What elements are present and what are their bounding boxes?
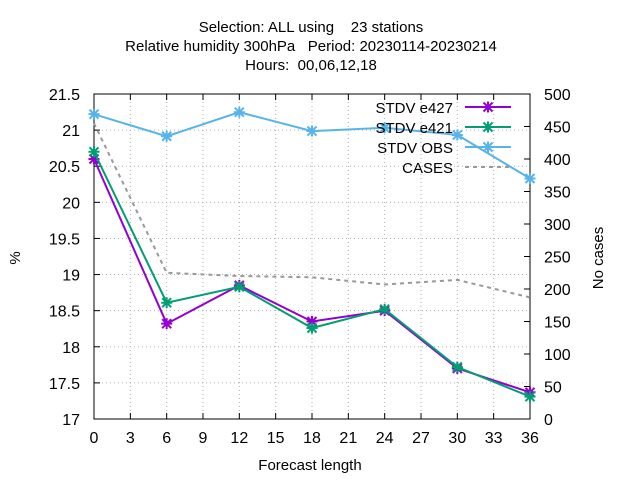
x-tick-label: 24	[376, 430, 394, 447]
y2-tick-label: 500	[544, 87, 571, 104]
data-point	[88, 146, 100, 158]
y2-tick-label: 50	[544, 380, 562, 397]
x-tick-label: 9	[199, 430, 208, 447]
y-tick-label: 21.5	[49, 87, 80, 104]
chart-title-line: Relative humidity 300hPa Period: 2023011…	[125, 38, 497, 55]
data-point	[306, 322, 318, 334]
y-tick-label: 20.5	[49, 159, 80, 176]
legend-label: STDV e427	[375, 100, 453, 117]
series-stdv-e421	[88, 146, 536, 403]
data-point	[233, 281, 245, 293]
data-point	[451, 361, 463, 373]
legend-marker	[482, 101, 494, 113]
x-tick-label: 12	[230, 430, 248, 447]
y2-tick-label: 150	[544, 315, 571, 332]
legend-marker	[482, 121, 494, 133]
y-tick-label: 18	[62, 340, 80, 357]
y2-tick-label: 0	[544, 412, 553, 429]
data-point	[379, 303, 391, 315]
y2-tick-label: 300	[544, 217, 571, 234]
series-stdv-obs	[88, 106, 536, 184]
series-line	[93, 158, 531, 394]
y-tick-label: 17	[62, 412, 80, 429]
legend: STDV e427 STDV e421 STDV OBS CASES	[375, 100, 511, 177]
data-point	[161, 318, 173, 330]
x-tick-label: 30	[448, 430, 466, 447]
x-tick-label: 27	[412, 430, 430, 447]
legend-label: STDV e421	[375, 120, 453, 137]
y-tick-label: 17.5	[49, 376, 80, 393]
data-point	[161, 297, 173, 309]
data-point	[233, 106, 245, 118]
data-point	[524, 173, 536, 184]
series-line	[93, 122, 531, 299]
y-tick-label: 21	[62, 123, 80, 140]
chart-title-line: Selection: ALL using 23 stations	[199, 19, 424, 36]
y-tick-label: 19	[62, 268, 80, 285]
x-tick-label: 21	[339, 430, 357, 447]
legend-label: CASES	[402, 160, 453, 177]
y2-tick-label: 450	[544, 120, 571, 137]
legend-label: STDV OBS	[377, 140, 453, 157]
data-point	[379, 122, 391, 134]
data-point	[524, 391, 536, 403]
data-point	[306, 125, 318, 137]
data-point	[88, 153, 100, 165]
y-tick-label: 20	[62, 195, 80, 212]
y2-tick-label: 250	[544, 250, 571, 267]
x-tick-label: 33	[485, 430, 503, 447]
x-tick-label: 18	[303, 430, 321, 447]
y2-tick-label: 100	[544, 347, 571, 364]
x-tick-label: 3	[126, 430, 135, 447]
y-axis-title: %	[7, 251, 24, 264]
data-point	[161, 130, 173, 142]
x-tick-label: 6	[162, 430, 171, 447]
chart-title-line: Hours: 00,06,12,18	[245, 57, 377, 74]
y2-tick-label: 200	[544, 282, 571, 299]
y2-tick-label: 350	[544, 185, 571, 202]
data-point	[306, 316, 318, 327]
y2-axis-title: No cases	[590, 227, 607, 290]
data-point	[451, 129, 463, 141]
y-tick-label: 19.5	[49, 231, 80, 248]
legend-marker	[482, 141, 494, 153]
x-tick-label: 0	[90, 430, 99, 447]
y-tick-label: 18.5	[49, 304, 80, 321]
x-tick-label: 15	[267, 430, 285, 447]
grid-lines	[94, 94, 530, 419]
data-point	[88, 108, 100, 120]
x-axis-title: Forecast length	[258, 457, 361, 474]
series-cases	[93, 122, 531, 299]
y2-tick-label: 400	[544, 152, 571, 169]
x-tick-label: 36	[521, 430, 539, 447]
